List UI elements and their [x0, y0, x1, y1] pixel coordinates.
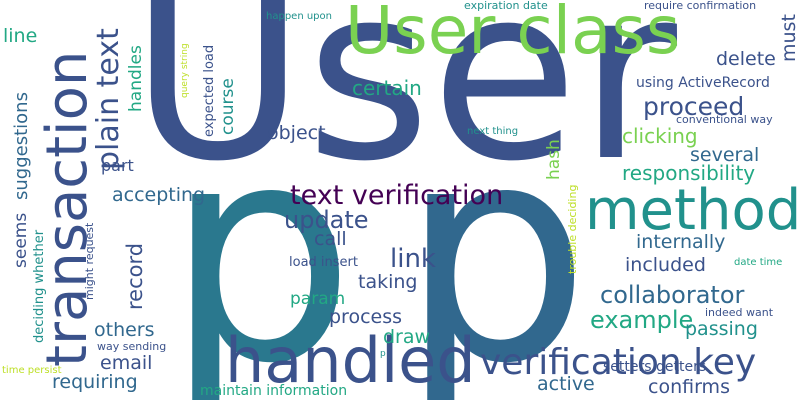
word-using-activerecord: using ActiveRecord [636, 75, 770, 91]
word-active: active [537, 373, 595, 395]
word-p-right: p [400, 80, 591, 400]
word-maintain-information: maintain information [200, 383, 348, 399]
word-responsibility: responsibility [622, 161, 756, 185]
word-next-thing: next thing [467, 126, 519, 137]
word-proceed: proceed [643, 92, 745, 121]
word-object: object [267, 122, 326, 144]
word-user-class: User class [345, 0, 681, 69]
word-param: param [290, 289, 346, 309]
word-setters-getters: setters getters [603, 359, 707, 375]
word-time-persist: time persist [2, 365, 62, 376]
word-handles: handles [126, 45, 146, 112]
word-delete: delete [716, 48, 776, 70]
word-trouble-deciding: trouble deciding [566, 184, 579, 274]
word-call: call [314, 228, 347, 250]
word-p-left: p [165, 80, 356, 400]
word-indeed-want: indeed want [705, 306, 774, 319]
word-clicking: clicking [622, 124, 698, 148]
word-p-small: p [380, 349, 386, 359]
word-record: record [123, 242, 147, 310]
word-verification-key: verification key [480, 342, 757, 383]
word-taking: taking [358, 271, 418, 293]
word-conventional-way: conventional way [676, 113, 773, 126]
word-text-verification: text verification [290, 180, 504, 211]
word-query-string: query string [180, 43, 190, 98]
word-require-confirmation: require confirmation [644, 0, 757, 12]
word-expiration-date: expiration date [464, 0, 548, 12]
word-others: others [94, 319, 155, 341]
word-seems: seems [11, 212, 31, 268]
word-deciding-whether: deciding whether [32, 229, 47, 343]
word-plain-text: plain text [91, 28, 126, 170]
word-passing: passing [685, 318, 758, 340]
word-confirms: confirms [648, 376, 730, 398]
word-collaborator: collaborator [600, 281, 745, 309]
word-expected-load: expected load [202, 44, 217, 137]
word-load-insert: load insert [289, 255, 358, 270]
word-way-sending: way sending [97, 340, 167, 353]
word-must: must [778, 14, 800, 62]
word-handled: handled [225, 324, 476, 397]
word-internally: internally [636, 231, 726, 253]
word-accepting: accepting [112, 184, 206, 206]
word-included: included [625, 254, 706, 276]
word-email: email [100, 352, 153, 374]
word-user: User [130, 0, 678, 214]
word-course: course [218, 78, 238, 135]
word-date-time: date time [734, 257, 783, 268]
word-draw: draw [383, 326, 431, 348]
word-part: part [101, 156, 134, 175]
word-happen-upon: happen upon [266, 11, 332, 22]
word-update: update [284, 206, 369, 234]
word-process: process [329, 306, 403, 328]
word-several: several [690, 144, 760, 166]
word-certain: certain [352, 76, 422, 100]
word-suggestions: suggestions [11, 92, 32, 200]
word-requiring: requiring [52, 371, 138, 393]
word-might-request: might request [83, 222, 96, 300]
word-line: line [3, 25, 38, 47]
word-link: link [390, 244, 436, 274]
word-example: example [590, 306, 694, 334]
word-hash: hash [544, 139, 564, 180]
word-transaction: transaction [35, 50, 100, 367]
word-method: method [585, 178, 800, 243]
